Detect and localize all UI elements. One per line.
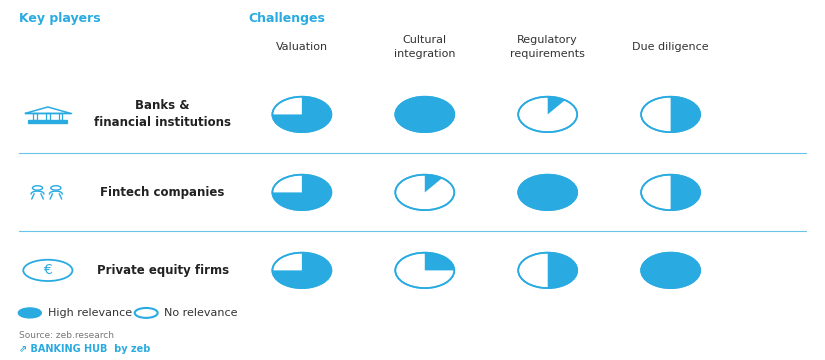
Polygon shape	[272, 97, 332, 132]
Ellipse shape	[272, 253, 332, 288]
Text: €: €	[44, 264, 52, 278]
Text: Challenges: Challenges	[248, 12, 326, 24]
Polygon shape	[548, 97, 565, 114]
Text: Banks &
financial institutions: Banks & financial institutions	[94, 99, 231, 130]
Ellipse shape	[518, 175, 578, 210]
Ellipse shape	[518, 175, 578, 210]
Text: Due diligence: Due diligence	[632, 42, 709, 52]
Text: ⇗ BANKING HUB  by zeb: ⇗ BANKING HUB by zeb	[19, 345, 150, 355]
Polygon shape	[425, 175, 442, 192]
Bar	[46, 113, 50, 120]
Bar	[59, 113, 63, 120]
Polygon shape	[425, 253, 455, 270]
Text: Cultural
integration: Cultural integration	[394, 36, 455, 59]
Text: Source: zeb.research: Source: zeb.research	[19, 332, 114, 341]
Ellipse shape	[395, 97, 455, 132]
Ellipse shape	[641, 175, 700, 210]
Circle shape	[134, 308, 158, 318]
Text: Private equity firms: Private equity firms	[97, 264, 229, 277]
Circle shape	[18, 308, 41, 318]
Polygon shape	[671, 175, 700, 210]
Polygon shape	[671, 97, 700, 132]
Ellipse shape	[641, 253, 700, 288]
Text: Regulatory
requirements: Regulatory requirements	[511, 36, 585, 59]
Text: Key players: Key players	[19, 12, 101, 24]
Ellipse shape	[518, 97, 578, 132]
Text: No relevance: No relevance	[164, 308, 238, 318]
Ellipse shape	[272, 97, 332, 132]
Text: High relevance: High relevance	[48, 308, 132, 318]
Ellipse shape	[395, 253, 455, 288]
Ellipse shape	[395, 97, 455, 132]
Polygon shape	[272, 253, 332, 288]
Bar	[33, 113, 37, 120]
Bar	[28, 122, 68, 123]
Ellipse shape	[395, 175, 455, 210]
Ellipse shape	[641, 253, 700, 288]
Text: Valuation: Valuation	[276, 42, 328, 52]
Ellipse shape	[641, 97, 700, 132]
Polygon shape	[272, 175, 332, 210]
Polygon shape	[548, 253, 578, 288]
Ellipse shape	[272, 175, 332, 210]
Ellipse shape	[518, 253, 578, 288]
Text: Fintech companies: Fintech companies	[101, 186, 224, 199]
Bar	[28, 120, 68, 121]
